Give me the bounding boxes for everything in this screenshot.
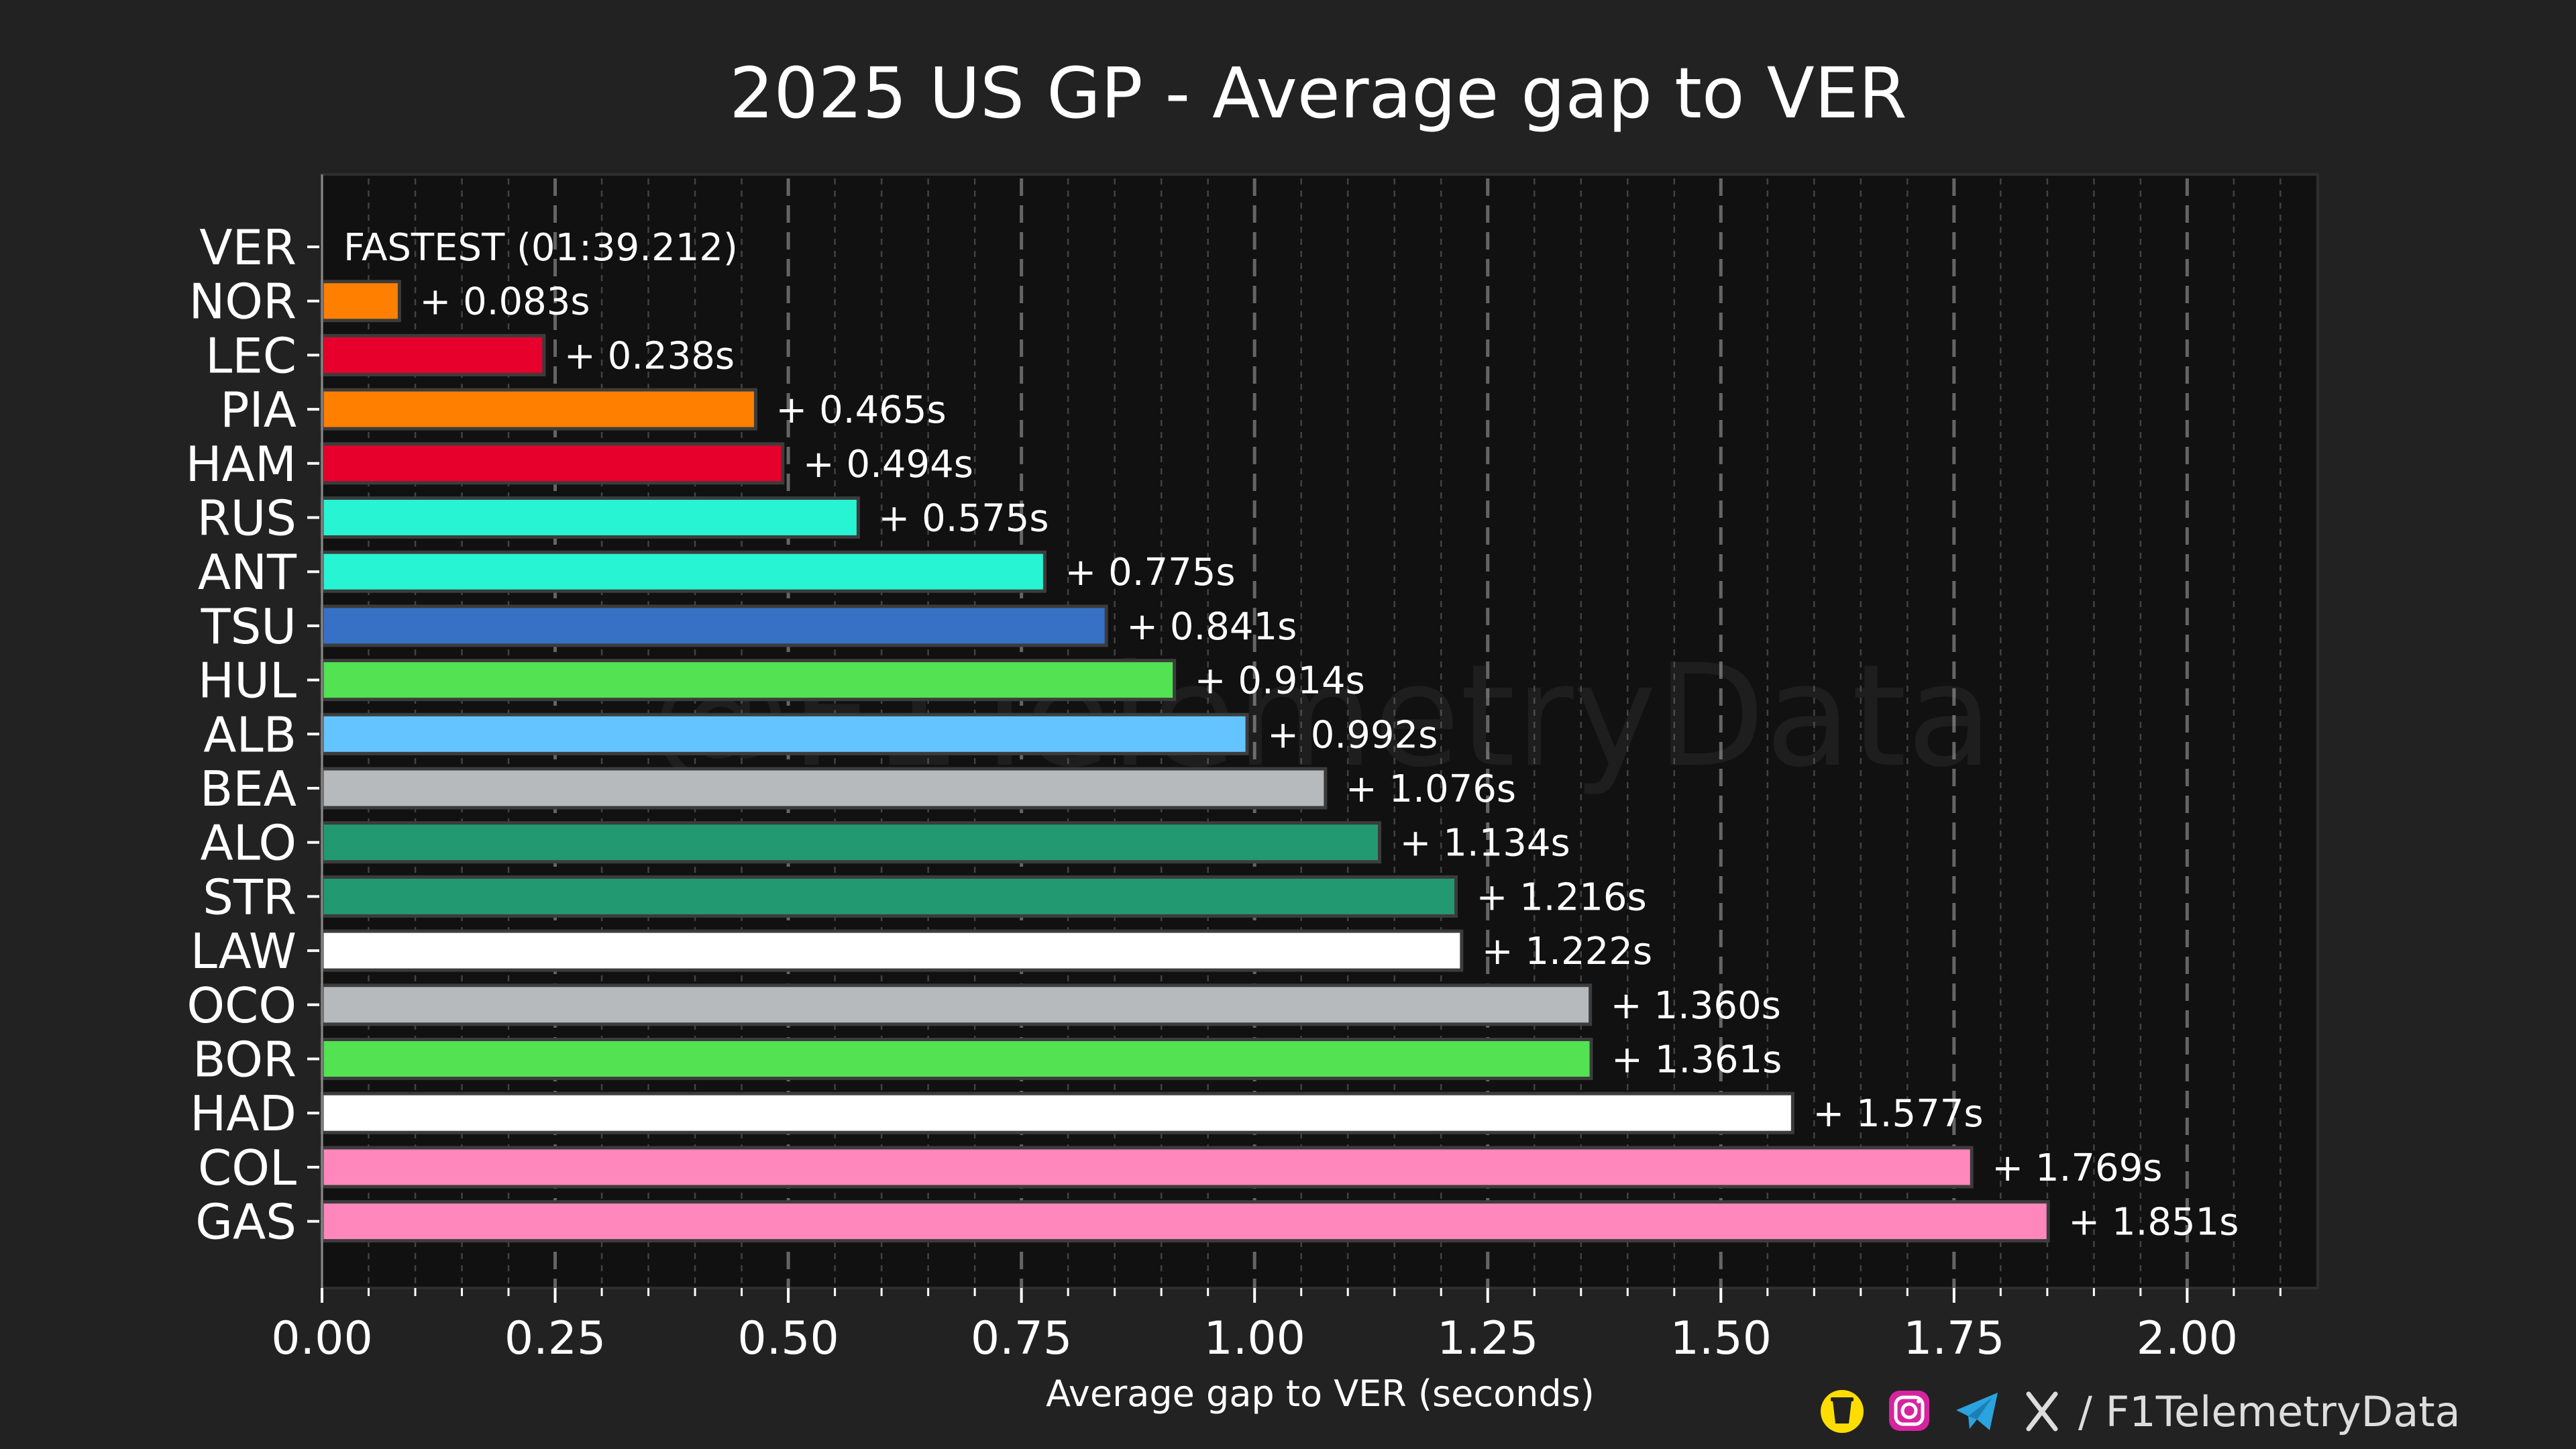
- telegram-icon[interactable]: [1956, 1393, 1998, 1430]
- bar-bea: [320, 767, 1328, 810]
- bar-had: [320, 1091, 1794, 1134]
- bar-ant: [320, 550, 1046, 593]
- bars: [320, 280, 2050, 1243]
- data-label-lec: + 0.238s: [564, 334, 735, 378]
- bar-law: [320, 929, 1464, 972]
- bar-hul: [320, 659, 1177, 702]
- y-axis-ticks: VERNORLECPIAHAMRUSANTTSUHULALBBEAALOSTRL…: [185, 219, 319, 1250]
- y-tick-label-rus: RUS: [197, 490, 297, 547]
- y-tick-label-alb: ALB: [203, 706, 297, 763]
- bar-str: [320, 875, 1458, 918]
- data-label-bor: + 1.361s: [1611, 1038, 1782, 1082]
- bar-alb: [320, 712, 1249, 755]
- bar-nor: [320, 280, 401, 323]
- x-tick-label: 1.00: [1203, 1312, 1305, 1365]
- bar-alo: [320, 821, 1381, 864]
- data-label-bea: + 1.076s: [1346, 767, 1516, 811]
- data-label-pia: + 0.465s: [775, 388, 946, 432]
- y-tick-label-ant: ANT: [198, 544, 297, 600]
- x-tick-label: 0.50: [737, 1312, 839, 1365]
- data-label-hul: + 0.914s: [1195, 659, 1365, 703]
- y-tick-label-alo: ALO: [201, 815, 297, 871]
- bar-oco: [320, 983, 1593, 1026]
- data-label-gas: + 1.851s: [2068, 1201, 2239, 1244]
- x-tick-label: 1.25: [1437, 1312, 1538, 1365]
- buymeacoffee-icon[interactable]: [1821, 1390, 1864, 1433]
- bar-bor: [320, 1038, 1593, 1080]
- x-icon[interactable]: [2026, 1391, 2058, 1432]
- y-tick-label-bea: BEA: [200, 761, 297, 817]
- x-tick-label: 0.25: [504, 1312, 606, 1365]
- x-tick-label: 1.50: [1670, 1312, 1772, 1365]
- y-tick-label-bor: BOR: [193, 1032, 297, 1088]
- data-label-ver: FASTEST (01:39.212): [343, 226, 738, 270]
- bar-pia: [320, 388, 757, 431]
- bar-ham: [320, 442, 785, 485]
- data-label-law: + 1.222s: [1482, 930, 1652, 973]
- data-label-col: + 1.769s: [1992, 1146, 2162, 1190]
- x-tick-label: 0.00: [271, 1312, 372, 1365]
- y-tick-label-had: HAD: [190, 1085, 297, 1142]
- y-tick-label-law: LAW: [191, 923, 297, 979]
- data-label-alb: + 0.992s: [1267, 713, 1438, 757]
- bar-rus: [320, 496, 860, 539]
- data-label-oco: + 1.360s: [1611, 984, 1781, 1028]
- y-tick-label-lec: LEC: [205, 327, 297, 384]
- x-tick-label: 0.75: [971, 1312, 1072, 1365]
- y-tick-label-ham: HAM: [185, 436, 297, 492]
- y-tick-label-gas: GAS: [195, 1194, 297, 1250]
- x-axis-ticks: 0.00 0.25 0.50 0.75 1.00 1.25 1.50 1.75 2.00: [271, 1288, 2282, 1365]
- data-label-rus: + 0.575s: [878, 497, 1049, 541]
- y-tick-label-tsu: TSU: [201, 598, 297, 655]
- data-label-had: + 1.577s: [1813, 1092, 1983, 1136]
- data-label-alo: + 1.134s: [1399, 822, 1570, 865]
- data-label-tsu: + 0.841s: [1126, 605, 1297, 649]
- credit-bar: / F1TelemetryData: [1821, 1387, 2461, 1436]
- data-labels: FASTEST (01:39.212) + 0.083s + 0.238s + 0.4…: [343, 226, 2239, 1244]
- bar-gas: [320, 1200, 2050, 1243]
- data-label-str: + 1.216s: [1476, 875, 1646, 919]
- credit-handle[interactable]: / F1TelemetryData: [2078, 1387, 2461, 1436]
- x-tick-label: 1.75: [1903, 1312, 2004, 1365]
- y-tick-label-col: COL: [198, 1140, 297, 1196]
- chart-title: 2025 US GP - Average gap to VER: [729, 52, 1907, 134]
- bar-tsu: [320, 604, 1108, 647]
- y-tick-label-hul: HUL: [198, 653, 297, 709]
- instagram-icon[interactable]: [1889, 1391, 1929, 1431]
- data-label-nor: + 0.083s: [419, 280, 590, 324]
- y-tick-label-oco: OCO: [186, 977, 297, 1034]
- y-tick-label-pia: PIA: [220, 382, 297, 438]
- bar-lec: [320, 333, 546, 376]
- x-tick-label: 2.00: [2137, 1312, 2238, 1365]
- bar-col: [320, 1146, 1974, 1189]
- data-label-ham: + 0.494s: [803, 443, 973, 486]
- y-tick-label-ver: VER: [199, 219, 297, 276]
- data-label-ant: + 0.775s: [1065, 551, 1235, 594]
- y-tick-label-nor: NOR: [189, 274, 297, 330]
- y-tick-label-str: STR: [203, 869, 297, 925]
- x-axis-label: Average gap to VER (seconds): [1046, 1373, 1595, 1415]
